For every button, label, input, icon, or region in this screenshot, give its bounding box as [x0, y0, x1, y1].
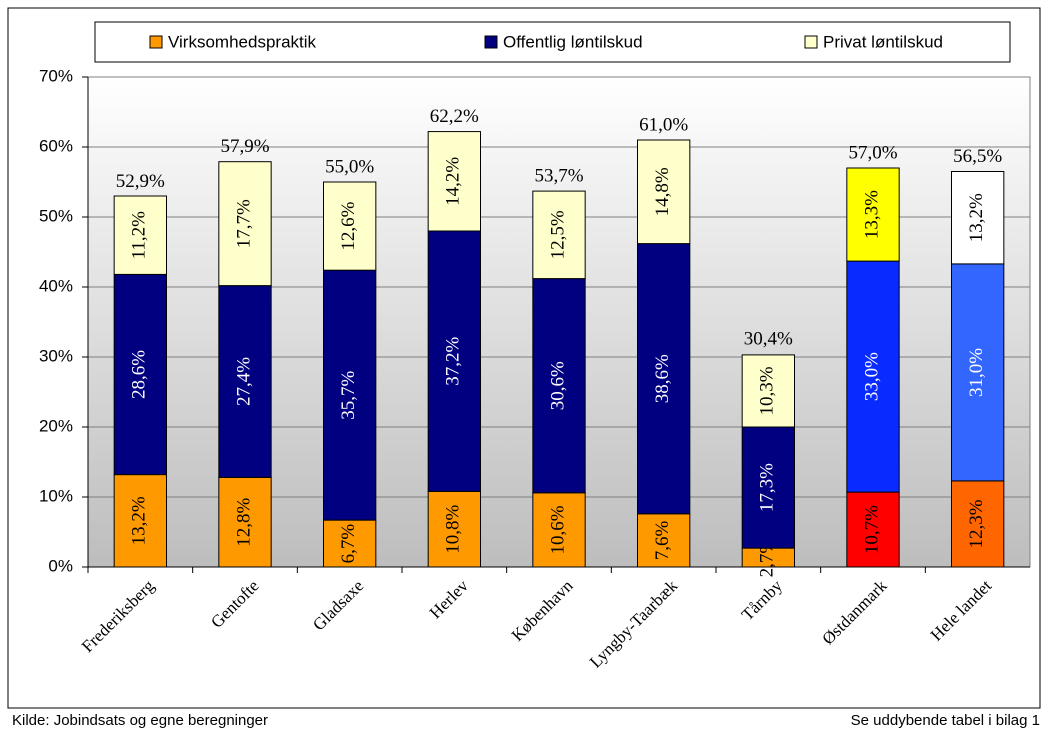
legend-swatch	[149, 35, 163, 49]
value-label: 10,7%	[861, 505, 882, 554]
value-label: 28,6%	[129, 350, 150, 399]
value-label: 14,8%	[652, 167, 673, 216]
value-label: 11,2%	[129, 211, 150, 260]
y-tick-label: 40%	[39, 276, 73, 295]
value-label: 12,6%	[338, 201, 359, 250]
legend-swatch	[804, 35, 818, 49]
value-label: 13,2%	[966, 193, 987, 242]
bar-segment	[951, 171, 1005, 265]
bar-segment	[741, 354, 796, 428]
value-label: 37,2%	[443, 336, 464, 385]
value-label: 27,4%	[233, 357, 254, 406]
total-label: 57,0%	[848, 142, 897, 163]
bar-segment	[427, 131, 481, 232]
value-label: 17,7%	[233, 199, 254, 248]
value-label: 12,8%	[233, 497, 254, 546]
value-label: 10,6%	[547, 505, 568, 554]
bar-segment	[323, 269, 377, 521]
bar-segment	[741, 426, 796, 549]
bar-segment	[427, 490, 481, 568]
y-tick-label: 30%	[39, 346, 73, 365]
value-label: 13,2%	[129, 496, 150, 545]
value-label: 13,3%	[861, 190, 882, 239]
value-label: 38,6%	[652, 354, 673, 403]
total-label: 62,2%	[430, 106, 479, 127]
bar-segment	[846, 167, 900, 262]
total-label: 57,9%	[220, 136, 269, 157]
bar-segment	[113, 474, 167, 568]
value-label: 7,6%	[652, 520, 673, 560]
total-label: 56,5%	[953, 146, 1002, 167]
y-tick-label: 70%	[39, 66, 73, 85]
value-label: 10,3%	[757, 366, 778, 415]
value-label: 33,0%	[861, 352, 882, 401]
source: Kilde: Jobindsats og egne beregninger	[12, 712, 268, 729]
value-label: 17,3%	[757, 463, 778, 512]
bar-segment	[323, 181, 377, 271]
bar-segment	[218, 476, 272, 568]
value-label: 10,8%	[443, 504, 464, 553]
value-label: 30,6%	[547, 361, 568, 410]
bar-segment	[113, 273, 167, 476]
y-tick-label: 10%	[39, 486, 73, 505]
legend-box	[94, 21, 1011, 63]
total-label: 61,0%	[639, 114, 688, 135]
bar-segment	[323, 519, 377, 568]
value-label: 6,7%	[338, 524, 359, 564]
y-tick-label: 0%	[48, 556, 73, 575]
value-label: 31,0%	[966, 348, 987, 397]
bar-segment	[951, 480, 1005, 568]
bar-segment	[532, 190, 586, 280]
bar-segment	[532, 278, 586, 494]
value-label: 14,2%	[443, 157, 464, 206]
bar-segment	[218, 161, 272, 287]
value-label: 12,3%	[966, 499, 987, 548]
legend-swatch	[484, 35, 498, 49]
legend-label: Offentlig løntilskud	[503, 32, 643, 51]
legend-label: Privat løntilskud	[823, 32, 943, 51]
total-label: 52,9%	[116, 171, 165, 192]
y-tick-label: 20%	[39, 416, 73, 435]
value-label: 12,5%	[547, 210, 568, 259]
total-label: 53,7%	[534, 165, 583, 186]
bar-segment	[846, 491, 900, 568]
legend-label: Virksomhedspraktik	[168, 32, 317, 51]
total-label: 30,4%	[744, 329, 793, 350]
note: Se uddybende tabel i bilag 1	[851, 712, 1040, 729]
value-label: 35,7%	[338, 370, 359, 419]
y-tick-label: 50%	[39, 206, 73, 225]
bar-segment	[637, 513, 691, 568]
bar-segment	[113, 195, 167, 275]
total-label: 55,0%	[325, 156, 374, 177]
bar-segment	[637, 139, 691, 245]
bar-segment	[637, 243, 691, 515]
bar-segment	[427, 230, 481, 492]
y-tick-label: 60%	[39, 136, 73, 155]
